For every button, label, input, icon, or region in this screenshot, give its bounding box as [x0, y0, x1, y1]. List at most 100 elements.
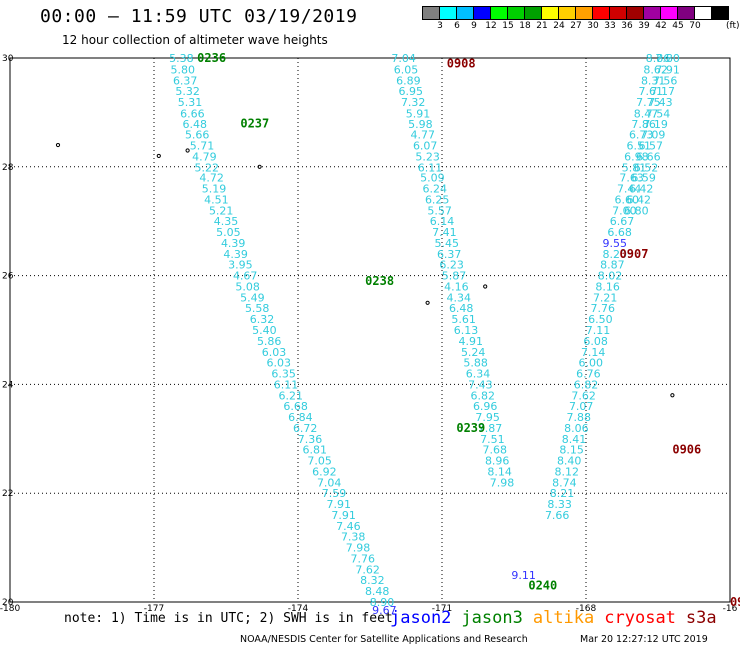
wave-height-value: 6.48	[449, 302, 474, 315]
wave-height-value: 6.84	[288, 411, 313, 424]
wave-height-value: 6.11	[274, 378, 299, 391]
wave-height-value: 6.11	[418, 161, 443, 174]
island-marker	[425, 300, 430, 305]
wave-height-value: 7.76	[351, 552, 376, 565]
wave-height-value: 6.73	[629, 129, 654, 142]
wave-height-value: 8.20	[603, 248, 628, 261]
colorbar-label: 6	[454, 21, 460, 31]
wave-height-value: 4.39	[223, 248, 248, 261]
wave-height-value: 7.98	[346, 542, 371, 555]
wave-height-value: 6.21	[279, 389, 304, 402]
wave-height-value: 6.81	[303, 444, 328, 457]
wave-height-value: 7.91	[655, 63, 680, 76]
wave-height-value: 7.43	[468, 378, 493, 391]
wave-height-value: 5.05	[216, 226, 241, 239]
wave-height-value: 5.61	[451, 313, 476, 326]
colorbar-label: 21	[536, 21, 548, 31]
wave-height-value: 7.43	[648, 96, 673, 109]
wave-height-value: 7.76	[591, 302, 616, 315]
wave-height-value: 6.76	[576, 368, 601, 381]
wave-height-value: 7.88	[567, 411, 592, 424]
wave-height-value: 6.42	[627, 193, 652, 206]
wave-height-value: 6.96	[473, 400, 498, 413]
pass-time-label: 0908	[447, 56, 476, 70]
wave-height-value: 8.40	[557, 455, 582, 468]
wave-height-value: 6.59	[631, 172, 656, 185]
wave-height-value: 6.92	[312, 465, 337, 478]
wave-height-value: 7.41	[432, 226, 457, 239]
wave-height-value: 5.38	[169, 52, 194, 65]
wave-height-value: 5.08	[235, 280, 260, 293]
wave-height-value: 6.50	[588, 313, 613, 326]
pass-time-label: 0907	[620, 247, 649, 261]
wave-height-value: 8.31	[641, 74, 666, 87]
pass-time-label: 0236	[197, 51, 226, 65]
colorbar-label: 3	[437, 21, 443, 31]
colorbar-label: 33	[604, 21, 616, 31]
lat-tick-label: 30	[2, 54, 14, 64]
legend-jason2: jason2	[390, 608, 452, 628]
colorbar-label: 42	[655, 21, 667, 31]
wave-height-value: 6.95	[399, 85, 424, 98]
island-marker	[185, 148, 190, 153]
wave-height-value: 6.82	[471, 389, 496, 402]
map-subtitle: 12 hour collection of altimeter wave hei…	[62, 33, 328, 47]
colorbar-label: 9	[471, 21, 477, 31]
wave-height-value: 5.98	[408, 118, 433, 131]
wave-height-value: 6.80	[624, 204, 649, 217]
wave-height-value: 6.68	[283, 400, 308, 413]
wave-height-value: 7.04	[391, 52, 416, 65]
wave-height-value: 8.86	[646, 52, 671, 65]
wave-height-value: 5.45	[435, 237, 460, 250]
wave-height-value: 5.86	[257, 335, 282, 348]
lon-tick-label: -168	[576, 604, 597, 614]
wave-height-value: 7.19	[643, 118, 668, 131]
wave-height-value: 6.24	[423, 183, 448, 196]
wave-height-value: 6.66	[636, 150, 661, 163]
wave-height-value: 6.82	[574, 378, 599, 391]
wave-height-value: 5.24	[461, 346, 486, 359]
wave-height-value: 4.67	[233, 270, 258, 283]
wave-height-value: 6.89	[396, 74, 421, 87]
wave-height-value: 6.98	[624, 150, 649, 163]
wave-height-value: 4.39	[221, 237, 246, 250]
island-marker	[156, 153, 161, 159]
wave-height-value: 7.11	[586, 324, 611, 337]
wave-height-value: 6.35	[271, 368, 296, 381]
wave-height-value: 7.63	[619, 172, 644, 185]
lon-tick-label: -180	[0, 604, 20, 614]
pass-time-label: 0237	[240, 116, 269, 130]
pass-time-label: 0240	[528, 579, 557, 593]
wave-height-value: 5.40	[252, 324, 277, 337]
wave-height-value: 7.21	[593, 291, 618, 304]
wave-height-value: 6.37	[173, 74, 198, 87]
wave-height-value: 5.66	[185, 129, 210, 142]
map-title: 00:00 — 11:59 UTC 03/19/2019	[40, 6, 358, 27]
lat-tick-label: 24	[2, 380, 14, 390]
wave-height-value: 5.88	[463, 357, 488, 370]
wave-height-value: 7.86	[631, 118, 656, 131]
wave-height-value: 8.74	[552, 476, 577, 489]
wave-height-value: 7.38	[341, 531, 366, 544]
wave-height-value: 8.33	[547, 498, 572, 511]
wave-height-value: 8.12	[555, 465, 580, 478]
wave-height-value: 6.32	[250, 313, 275, 326]
wave-height-value: 8.47	[634, 107, 659, 120]
pass-time-label: 0239	[456, 421, 485, 435]
wave-height-value: 6.03	[267, 357, 292, 370]
wave-height-value: 8.48	[365, 585, 390, 598]
wave-height-value: 6.13	[454, 324, 479, 337]
wave-height-value: 8.96	[485, 455, 510, 468]
wave-height-value: 8.06	[564, 422, 589, 435]
wave-height-value: 5.80	[171, 63, 196, 76]
legend-altika: altika	[532, 608, 595, 628]
wave-height-value: 4.91	[459, 335, 484, 348]
wave-height-value: 6.52	[634, 161, 659, 174]
wave-height-value: 7.09	[641, 129, 666, 142]
wave-height-value: 7.62	[571, 389, 596, 402]
legend-s3a: s3a	[685, 608, 717, 628]
wave-height-value: 7.75	[636, 96, 661, 109]
legend-jason3: jason3	[461, 608, 523, 628]
timestamp-text: Mar 20 12:27:12 UTC 2019	[580, 634, 708, 645]
wave-height-value: 7.36	[298, 433, 323, 446]
